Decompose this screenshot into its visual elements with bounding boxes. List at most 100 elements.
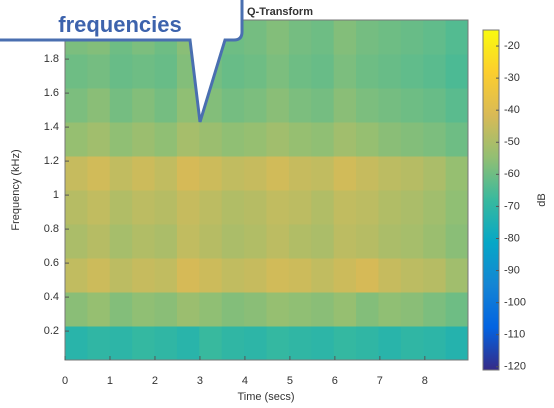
heatmap-cell [333, 224, 357, 259]
heatmap-cell [132, 88, 156, 123]
y-tick-label: 0.4 [44, 291, 59, 303]
heatmap-cell [221, 54, 245, 89]
colorbar-tick-label: -110 [504, 329, 525, 341]
colorbar-tick-label: -90 [504, 264, 520, 276]
heatmap-cell [288, 190, 312, 225]
heatmap-cell [400, 292, 424, 327]
heatmap-cell [132, 292, 156, 327]
colorbar-tick-label: -120 [504, 361, 526, 373]
y-tick-label: 1.8 [44, 53, 59, 65]
heatmap-cell [244, 54, 267, 89]
colorbar [482, 29, 500, 371]
colorbar-tick-label: -80 [504, 232, 520, 244]
heatmap-cell [199, 122, 223, 157]
heatmap-cell [65, 156, 88, 191]
x-tick-label: 5 [287, 375, 293, 387]
heatmap-cell [378, 122, 402, 157]
heatmap-cell [87, 326, 111, 361]
heatmap-cell [109, 156, 133, 191]
heatmap-cell [87, 292, 111, 327]
heatmap-cell [154, 292, 178, 327]
heatmap-cell [356, 54, 379, 89]
heatmap-cell [65, 122, 88, 157]
heatmap-cell [65, 258, 88, 293]
heatmap-cell [333, 190, 357, 225]
heatmap-cell [333, 54, 357, 89]
heatmap-cell [288, 326, 312, 361]
heatmap-cell [311, 54, 335, 89]
heatmap-cell [423, 190, 447, 225]
heatmap-cell [65, 326, 88, 361]
x-tick-label: 6 [332, 375, 338, 387]
heatmap-cell [423, 20, 447, 55]
heatmap-cell [288, 156, 312, 191]
heatmap-cell [423, 292, 447, 327]
colorbar-tick-label: -40 [504, 104, 520, 116]
heatmap-cell [356, 190, 379, 225]
x-tick-label: 0 [62, 375, 68, 387]
heatmap-cell [378, 156, 402, 191]
heatmap-cell [311, 326, 335, 361]
heatmap [65, 20, 469, 361]
colorbar-tick-label: -70 [504, 200, 520, 212]
heatmap-cell [221, 258, 245, 293]
heatmap-cell [445, 88, 469, 123]
x-tick-label: 8 [422, 375, 428, 387]
heatmap-cell [109, 224, 133, 259]
heatmap-cell [244, 122, 267, 157]
heatmap-cell [176, 156, 200, 191]
callout-bubble [0, 0, 244, 123]
heatmap-cell [154, 122, 178, 157]
heatmap-cell [199, 224, 223, 259]
heatmap-cell [221, 88, 245, 123]
heatmap-cell [288, 20, 312, 55]
heatmap-cell [333, 88, 357, 123]
y-tick-label: 0.6 [44, 257, 59, 269]
heatmap-cell [176, 224, 200, 259]
heatmap-cell [423, 122, 447, 157]
heatmap-cell [266, 258, 290, 293]
heatmap-cell [266, 326, 290, 361]
colorbar-tick-label: -20 [504, 40, 520, 52]
heatmap-cell [154, 190, 178, 225]
heatmap-cell [154, 156, 178, 191]
colorbar-tick-label: -100 [504, 297, 526, 309]
heatmap-cell [356, 122, 379, 157]
heatmap-cell [423, 258, 447, 293]
heatmap-cell [87, 88, 111, 123]
heatmap-cell [356, 20, 379, 55]
heatmap-cell [87, 156, 111, 191]
heatmap-cell [244, 88, 267, 123]
chart-title: Q-Transform [247, 6, 313, 18]
heatmap-cell [176, 122, 200, 157]
heatmap-cell [199, 326, 223, 361]
heatmap-cell [423, 156, 447, 191]
heatmap-cell [333, 156, 357, 191]
heatmap-cell [333, 258, 357, 293]
heatmap-cell [199, 258, 223, 293]
y-tick-label: 0.8 [44, 223, 59, 235]
heatmap-cell [311, 20, 335, 55]
heatmap-cell [132, 326, 156, 361]
heatmap-cell [109, 54, 133, 89]
heatmap-cell [356, 292, 379, 327]
y-tick-label: 1.4 [44, 121, 59, 133]
colorbar-tick-label: -60 [504, 168, 520, 180]
x-tick-label: 7 [377, 375, 383, 387]
heatmap-cell [400, 224, 424, 259]
heatmap-cell [288, 54, 312, 89]
heatmap-cell [311, 122, 335, 157]
heatmap-cell [445, 224, 469, 259]
heatmap-cell [176, 292, 200, 327]
x-tick-label: 4 [242, 375, 248, 387]
colorbar-tick-label: -50 [504, 136, 520, 148]
heatmap-cell [109, 326, 133, 361]
heatmap-cell [87, 258, 111, 293]
heatmap-cell [221, 156, 245, 191]
heatmap-cell [288, 258, 312, 293]
heatmap-cell [311, 292, 335, 327]
x-axis-label: Time (secs) [237, 391, 294, 403]
colorbar-tick-label: -30 [504, 72, 520, 84]
colorbar-label: dB [536, 193, 548, 206]
heatmap-cell [199, 156, 223, 191]
